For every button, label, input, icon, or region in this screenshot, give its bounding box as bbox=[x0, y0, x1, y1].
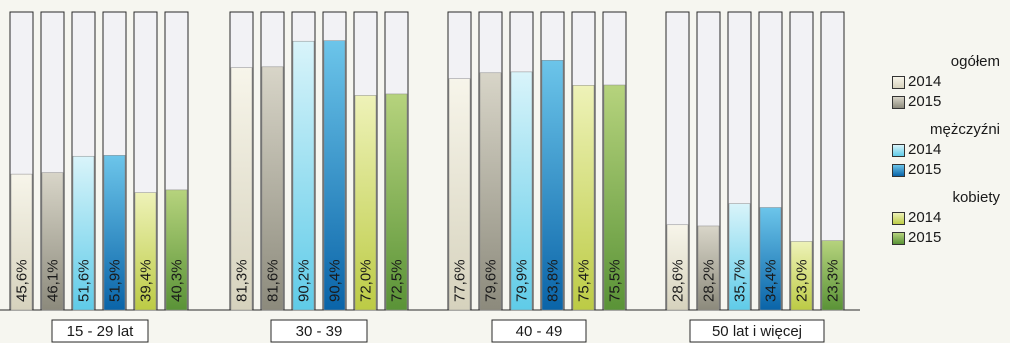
data-label: 28,6% bbox=[670, 259, 687, 302]
bar bbox=[72, 155, 95, 311]
bar bbox=[479, 72, 502, 311]
data-label: 39,4% bbox=[138, 259, 155, 302]
bar bbox=[697, 225, 720, 311]
category-box bbox=[491, 319, 587, 343]
category-box bbox=[270, 319, 368, 343]
category-label: 30 - 39 bbox=[296, 323, 343, 340]
data-label: 75,4% bbox=[576, 259, 593, 302]
bar bbox=[759, 207, 782, 311]
bar bbox=[572, 85, 595, 311]
category-label: 50 lat i więcej bbox=[712, 323, 802, 340]
data-label: 81,6% bbox=[265, 259, 282, 302]
bar bbox=[603, 84, 626, 311]
bar bbox=[230, 67, 253, 311]
bar bbox=[385, 93, 408, 311]
bar bbox=[790, 241, 813, 311]
bar bbox=[103, 155, 126, 311]
legend-title: mężczyźni bbox=[929, 121, 1000, 138]
legend-item: 2014 bbox=[892, 208, 1010, 228]
legend-item: 2015 bbox=[892, 92, 1010, 112]
data-label: 79,6% bbox=[483, 259, 500, 302]
data-label: 51,6% bbox=[76, 259, 93, 302]
legend-swatch bbox=[892, 163, 905, 177]
bar bbox=[323, 40, 346, 311]
legend: ogółem 2014 2015 mężczyźni 2014 2015 kob… bbox=[892, 52, 1010, 256]
legend-swatch bbox=[892, 95, 905, 109]
legend-item: 2014 bbox=[892, 72, 1010, 92]
legend-swatch bbox=[892, 211, 905, 225]
bar bbox=[134, 192, 157, 311]
category-box bbox=[689, 319, 825, 343]
category-box bbox=[51, 319, 149, 343]
data-label: 83,8% bbox=[545, 259, 562, 302]
legend-label: 2014 bbox=[908, 73, 942, 90]
data-label: 75,5% bbox=[607, 259, 624, 302]
legend-label: 2015 bbox=[908, 229, 942, 246]
legend-group-ogolem: ogółem 2014 2015 bbox=[892, 52, 1010, 112]
data-label: 79,9% bbox=[514, 259, 531, 302]
bar bbox=[292, 40, 315, 311]
legend-swatch bbox=[892, 143, 905, 157]
bar bbox=[728, 203, 751, 311]
legend-group-mezczyzni: mężczyźni 2014 2015 bbox=[892, 120, 1010, 180]
data-label: 81,3% bbox=[234, 259, 251, 302]
data-label: 90,4% bbox=[327, 259, 344, 302]
bar bbox=[541, 60, 564, 311]
data-label: 35,7% bbox=[732, 259, 749, 302]
bar bbox=[821, 240, 844, 311]
data-label: 40,3% bbox=[169, 259, 186, 302]
legend-label: 2014 bbox=[908, 141, 942, 158]
bar bbox=[10, 173, 33, 311]
legend-label: 2014 bbox=[908, 209, 942, 226]
data-label: 51,9% bbox=[107, 259, 124, 302]
data-label: 23,0% bbox=[794, 259, 811, 302]
bar bbox=[41, 172, 64, 311]
legend-swatch bbox=[892, 231, 905, 245]
bar bbox=[165, 189, 188, 311]
data-label: 45,6% bbox=[14, 259, 31, 302]
legend-title: kobiety bbox=[952, 189, 1000, 206]
bar bbox=[666, 224, 689, 311]
legend-item: 2015 bbox=[892, 160, 1010, 180]
data-label: 77,6% bbox=[452, 259, 469, 302]
legend-title: ogółem bbox=[950, 53, 1000, 70]
data-label: 28,2% bbox=[701, 259, 718, 302]
legend-item: 2015 bbox=[892, 228, 1010, 248]
data-label: 23,3% bbox=[825, 259, 842, 302]
legend-label: 2015 bbox=[908, 161, 942, 178]
legend-group-kobiety: kobiety 2014 2015 bbox=[892, 188, 1010, 248]
data-label: 72,5% bbox=[389, 259, 406, 302]
legend-swatch bbox=[892, 75, 905, 89]
bar bbox=[261, 66, 284, 311]
data-label: 46,1% bbox=[45, 259, 62, 302]
legend-item: 2014 bbox=[892, 140, 1010, 160]
category-label: 15 - 29 lat bbox=[67, 323, 135, 340]
bar bbox=[448, 78, 471, 311]
data-label: 34,4% bbox=[763, 259, 780, 302]
data-label: 72,0% bbox=[358, 259, 375, 302]
category-label: 40 - 49 bbox=[516, 323, 563, 340]
bar bbox=[510, 71, 533, 311]
data-label: 90,2% bbox=[296, 259, 313, 302]
legend-label: 2015 bbox=[908, 93, 942, 110]
bar bbox=[354, 95, 377, 311]
